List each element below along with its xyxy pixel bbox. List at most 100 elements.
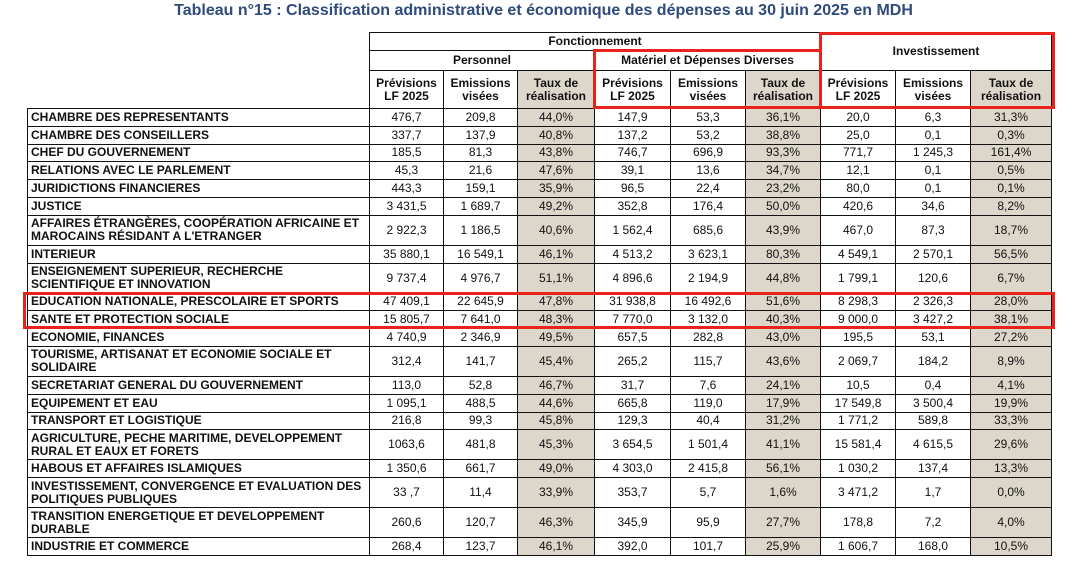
- invest-taux: 31,3%: [970, 108, 1053, 127]
- table-row: INVESTISSEMENT, CONVERGENCE ET EVALUATIO…: [27, 477, 1053, 509]
- personnel-taux: 44,0%: [517, 108, 595, 127]
- header-investissement: Investissement: [820, 32, 1053, 71]
- personnel-taux: 35,9%: [517, 179, 595, 198]
- personnel-taux: 46,1%: [517, 537, 595, 556]
- materiel-emissions: 2 194,9: [670, 262, 746, 294]
- invest-taux: 33,3%: [970, 411, 1053, 431]
- materiel-taux: 51,6%: [744, 292, 822, 312]
- col-taux: Taux de réalisation: [970, 70, 1053, 109]
- personnel-taux: 45,3%: [517, 429, 595, 461]
- personnel-emissions: 137,9: [443, 125, 518, 145]
- personnel-taux: 44,6%: [517, 393, 595, 413]
- materiel-previsions: 352,8: [594, 196, 671, 216]
- table-row: CHEF DU GOUVERNEMENT 185,5 81,3 43,8% 746,7 6…: [27, 143, 1053, 163]
- invest-emissions: 53,1: [895, 328, 972, 347]
- ministry-label: AGRICULTURE, PECHE MARITIME, DEVELOPPEME…: [27, 429, 370, 461]
- invest-taux: 8,2%: [970, 196, 1053, 216]
- invest-taux: 27,2%: [970, 328, 1053, 347]
- table-row: SECRETARIAT GENERAL DU GOUVERNEMENT 113,0…: [27, 375, 1053, 395]
- table-row: EDUCATION NATIONALE, PRESCOLAIRE ET SPOR…: [27, 292, 1053, 312]
- materiel-taux: 23,2%: [744, 179, 822, 198]
- invest-emissions: 2 570,1: [895, 244, 972, 264]
- materiel-taux: 24,1%: [744, 375, 822, 395]
- materiel-emissions: 53,3: [670, 108, 746, 127]
- invest-taux: 0,3%: [970, 125, 1053, 145]
- ministry-label: INTERIEUR: [27, 244, 370, 264]
- ministry-label: TRANSITION ENERGETIQUE ET DEVELOPPEMENT …: [27, 507, 370, 539]
- invest-previsions: 467,0: [820, 214, 897, 246]
- invest-emissions: 0,1: [895, 161, 972, 181]
- materiel-previsions: 392,0: [594, 537, 671, 556]
- materiel-emissions: 685,6: [670, 214, 746, 246]
- materiel-taux: 17,9%: [744, 393, 822, 413]
- invest-taux: 6,7%: [970, 262, 1053, 294]
- personnel-taux: 40,6%: [517, 214, 595, 246]
- ministry-label: CHEF DU GOUVERNEMENT: [27, 143, 370, 163]
- invest-taux: 19,9%: [970, 393, 1053, 413]
- personnel-previsions: 1 350,6: [369, 459, 444, 479]
- invest-previsions: 9 000,0: [820, 310, 897, 330]
- ministry-label: SECRETARIAT GENERAL DU GOUVERNEMENT: [27, 375, 370, 395]
- personnel-taux: 45,4%: [517, 345, 595, 377]
- invest-previsions: 10,5: [820, 375, 897, 395]
- materiel-taux: 1,6%: [744, 477, 822, 509]
- materiel-emissions: 176,4: [670, 196, 746, 216]
- ministry-label: CHAMBRE DES CONSEILLERS: [27, 125, 370, 145]
- materiel-taux: 36,1%: [744, 108, 822, 127]
- materiel-previsions: 96,5: [594, 179, 671, 198]
- materiel-emissions: 13,6: [670, 161, 746, 181]
- invest-taux: 0,0%: [970, 477, 1053, 509]
- invest-emissions: 0,4: [895, 375, 972, 395]
- invest-taux: 8,9%: [970, 345, 1053, 377]
- personnel-previsions: 1063,6: [369, 429, 444, 461]
- invest-previsions: 4 549,1: [820, 244, 897, 264]
- materiel-previsions: 746,7: [594, 143, 671, 163]
- table-row: TRANSPORT ET LOGISTIQUE 216,8 99,3 45,8% 129…: [27, 411, 1053, 431]
- invest-taux: 4,0%: [970, 507, 1053, 539]
- materiel-emissions: 7,6: [670, 375, 746, 395]
- invest-previsions: 195,5: [820, 328, 897, 347]
- invest-emissions: 3 500,4: [895, 393, 972, 413]
- materiel-taux: 41,1%: [744, 429, 822, 461]
- personnel-previsions: 3 431,5: [369, 196, 444, 216]
- materiel-previsions: 1 562,4: [594, 214, 671, 246]
- invest-emissions: 137,4: [895, 459, 972, 479]
- personnel-previsions: 33 ,7: [369, 477, 444, 509]
- table-row: ECONOMIE, FINANCES 4 740,9 2 346,9 49,5% 657…: [27, 328, 1053, 347]
- table-body: CHAMBRE DES REPRESENTANTS 476,7 209,8 44,0%…: [27, 108, 1053, 556]
- invest-taux: 28,0%: [970, 292, 1053, 312]
- invest-previsions: 2 069,7: [820, 345, 897, 377]
- invest-previsions: 12,1: [820, 161, 897, 181]
- invest-previsions: 25,0: [820, 125, 897, 145]
- materiel-taux: 43,9%: [744, 214, 822, 246]
- personnel-previsions: 260,6: [369, 507, 444, 539]
- ministry-label: AFFAIRES ÉTRANGÈRES, COOPÉRATION AFRICAI…: [27, 214, 370, 246]
- invest-emissions: 1,7: [895, 477, 972, 509]
- materiel-taux: 34,7%: [744, 161, 822, 181]
- table-row: RELATIONS AVEC LE PARLEMENT 45,3 21,6 47,6%…: [27, 161, 1053, 181]
- invest-previsions: 771,7: [820, 143, 897, 163]
- invest-previsions: 17 549,8: [820, 393, 897, 413]
- invest-emissions: 7,2: [895, 507, 972, 539]
- col-emissions: Emissions visées: [443, 70, 518, 109]
- personnel-taux: 51,1%: [517, 262, 595, 294]
- materiel-previsions: 4 303,0: [594, 459, 671, 479]
- personnel-previsions: 47 409,1: [369, 292, 444, 312]
- personnel-previsions: 35 880,1: [369, 244, 444, 264]
- materiel-emissions: 101,7: [670, 537, 746, 556]
- ministry-label: ECONOMIE, FINANCES: [27, 328, 370, 347]
- personnel-taux: 49,5%: [517, 328, 595, 347]
- materiel-emissions: 282,8: [670, 328, 746, 347]
- col-previsions: Prévisions LF 2025: [594, 70, 671, 109]
- personnel-taux: 46,3%: [517, 507, 595, 539]
- materiel-emissions: 95,9: [670, 507, 746, 539]
- personnel-emissions: 1 186,5: [443, 214, 518, 246]
- invest-taux: 4,1%: [970, 375, 1053, 395]
- materiel-previsions: 345,9: [594, 507, 671, 539]
- materiel-emissions: 16 492,6: [670, 292, 746, 312]
- ministry-label: JUSTICE: [27, 196, 370, 216]
- ministry-label: CHAMBRE DES REPRESENTANTS: [27, 108, 370, 127]
- personnel-emissions: 81,3: [443, 143, 518, 163]
- personnel-previsions: 185,5: [369, 143, 444, 163]
- invest-emissions: 87,3: [895, 214, 972, 246]
